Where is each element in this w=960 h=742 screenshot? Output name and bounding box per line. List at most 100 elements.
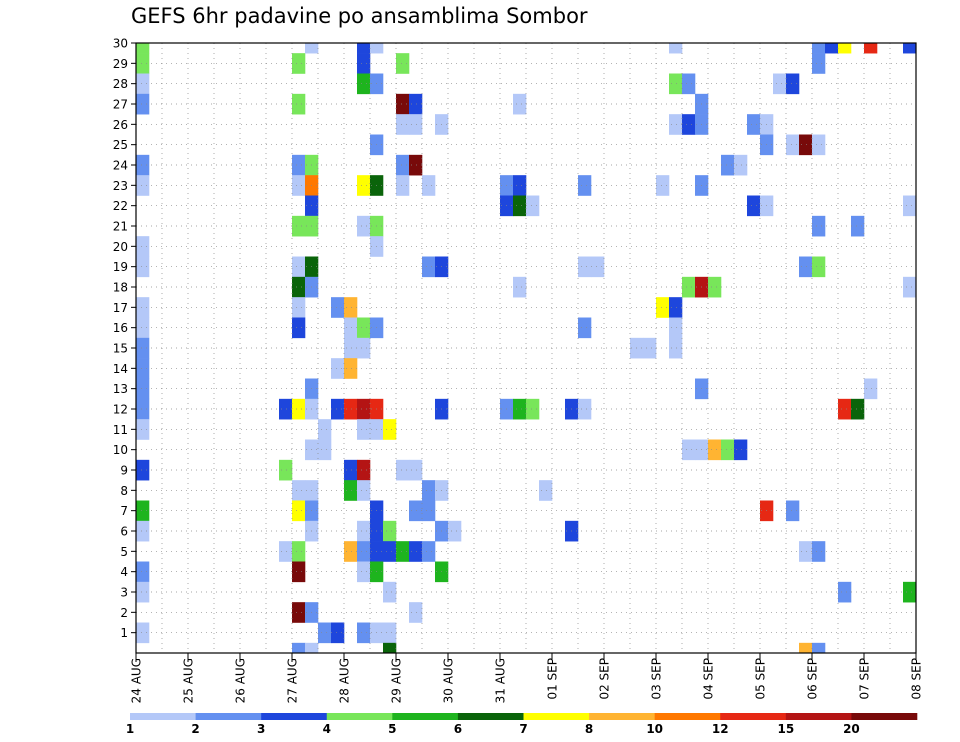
heatmap-cell xyxy=(292,53,306,74)
heatmap-cell xyxy=(656,297,670,318)
heatmap-cell xyxy=(305,43,319,54)
heatmap-cell xyxy=(643,337,657,359)
heatmap-cell xyxy=(708,439,722,461)
heatmap-cell xyxy=(578,398,592,420)
heatmap-cell xyxy=(903,276,917,298)
y-tick-label: 19 xyxy=(113,260,128,274)
heatmap-cell xyxy=(292,561,306,583)
heatmap-cell xyxy=(292,175,306,196)
heatmap-cell xyxy=(669,114,683,135)
heatmap-cell xyxy=(279,398,293,420)
heatmap-cell xyxy=(383,520,397,542)
colorbar-swatch xyxy=(785,713,852,720)
heatmap-cell xyxy=(422,541,436,562)
x-tick-label: 06 SEP xyxy=(806,658,820,700)
heatmap-cell xyxy=(656,175,670,196)
y-tick-label: 29 xyxy=(113,57,128,71)
y-tick-label: 21 xyxy=(113,220,128,234)
y-tick-label: 23 xyxy=(113,179,128,193)
y-tick-label: 1 xyxy=(120,626,128,640)
chart-title: GEFS 6hr padavine po ansamblima Sombor xyxy=(131,4,588,28)
heatmap-cell xyxy=(357,73,371,95)
x-tick-label: 01 SEP xyxy=(546,658,560,700)
heatmap-cell xyxy=(357,480,371,501)
heatmap-cell xyxy=(370,43,384,54)
heatmap-cell xyxy=(344,459,358,481)
y-tick-label: 20 xyxy=(113,240,128,254)
heatmap-cell xyxy=(292,500,306,522)
x-tick-label: 08 SEP xyxy=(910,658,924,700)
heatmap-cell xyxy=(136,236,150,257)
colorbar-label: 3 xyxy=(257,722,265,736)
x-tick-label: 26 AUG xyxy=(234,658,248,703)
heatmap-cell xyxy=(812,215,826,237)
heatmap-cell xyxy=(578,175,592,196)
heatmap-cell xyxy=(383,581,397,603)
heatmap-cell xyxy=(136,256,150,278)
heatmap-cell xyxy=(396,459,410,481)
heatmap-cell xyxy=(136,500,150,522)
colorbar-swatch xyxy=(457,713,524,720)
heatmap-cell xyxy=(292,602,306,623)
heatmap-cell xyxy=(786,500,800,522)
heatmap-cell xyxy=(292,256,306,278)
heatmap-cell xyxy=(825,43,839,54)
heatmap-cell xyxy=(383,622,397,644)
heatmap-cell xyxy=(136,43,150,54)
heatmap-cell xyxy=(292,541,306,562)
heatmap-cell xyxy=(903,43,917,54)
heatmap-cell xyxy=(812,134,826,156)
colorbar-label: 6 xyxy=(454,722,462,736)
heatmap-cell xyxy=(721,154,735,176)
y-tick-label: 30 xyxy=(113,37,128,51)
heatmap-cell xyxy=(344,358,358,379)
x-axis: 24 AUG 25 AUG 26 AUG 27 AUG 28 AUG 29 AUG 30 A… xyxy=(130,653,924,703)
heatmap-cell xyxy=(513,93,527,115)
y-tick-label: 12 xyxy=(113,403,128,417)
heatmap-cell xyxy=(838,398,852,420)
heatmap-cell xyxy=(357,541,371,562)
heatmap-cell xyxy=(851,398,865,420)
heatmap-cell xyxy=(396,93,410,115)
y-tick-label: 18 xyxy=(113,281,128,295)
heatmap-cell xyxy=(279,541,293,562)
heatmap-cell xyxy=(422,256,436,278)
heatmap-cell xyxy=(292,215,306,237)
heatmap-cell xyxy=(136,520,150,542)
heatmap-cell xyxy=(734,439,748,461)
heatmap-cell xyxy=(357,520,371,542)
y-tick-label: 16 xyxy=(113,321,128,335)
heatmap-cell xyxy=(747,114,761,135)
x-tick-label: 31 AUG xyxy=(494,658,508,703)
heatmap-cell xyxy=(136,337,150,359)
heatmap-cell xyxy=(422,500,436,522)
colorbar: 1 2 3 4 5 6 7 8 10 12 15 20 xyxy=(126,713,918,736)
heatmap-cell xyxy=(136,622,150,644)
heatmap-cell xyxy=(708,276,722,298)
heatmap-cell xyxy=(136,317,150,339)
heatmap-cell xyxy=(682,73,696,95)
heatmap-cell xyxy=(409,114,423,135)
heatmap-cell xyxy=(526,195,540,217)
heatmap-cell xyxy=(305,642,319,654)
heatmap-cell xyxy=(357,337,371,359)
heatmap-cell xyxy=(669,317,683,339)
heatmap-cell xyxy=(669,73,683,95)
heatmap-cell xyxy=(136,581,150,603)
heatmap-cell xyxy=(344,480,358,501)
heatmap-cell xyxy=(838,43,852,54)
heatmap-cell xyxy=(344,398,358,420)
heatmap-cell xyxy=(383,541,397,562)
heatmap-cell xyxy=(136,53,150,74)
heatmap-cell xyxy=(357,419,371,440)
heatmap-cell xyxy=(734,154,748,176)
heatmap-cell xyxy=(903,195,917,217)
heatmap-cell xyxy=(136,459,150,481)
heatmap-cell xyxy=(578,317,592,339)
heatmap-cells xyxy=(136,43,917,654)
heatmap-cell xyxy=(318,622,332,644)
x-tick-label: 05 SEP xyxy=(754,658,768,700)
heatmap-cell xyxy=(292,317,306,339)
heatmap-cell xyxy=(409,602,423,623)
